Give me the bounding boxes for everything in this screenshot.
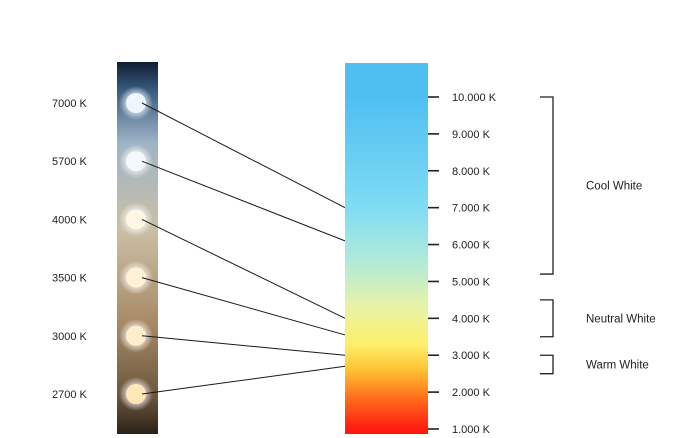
led-strip	[117, 62, 158, 434]
led-temperature-label: 4000 K	[52, 214, 88, 226]
range-bracket	[540, 96, 554, 275]
led-labels: 7000 K 5700 K 4000 K 3500 K 3000 K 2700 K	[52, 98, 88, 401]
scale-tick-label: 3.000 K	[452, 350, 491, 362]
led-temperature-label: 3000 K	[52, 331, 88, 343]
connector-line	[141, 160, 346, 242]
range-label: Cool White	[586, 181, 642, 193]
led-temperature-label: 2700 K	[52, 389, 88, 401]
range-brackets: Cool White Neutral White Warm White	[540, 96, 656, 375]
led-temperature-label: 7000 K	[52, 98, 88, 110]
scale-tick-label: 6.000 K	[452, 240, 491, 252]
range-bracket	[540, 299, 554, 338]
connector-line	[141, 277, 346, 336]
scale-tick-label: 10.000 K	[452, 92, 497, 104]
connector-line	[141, 218, 346, 319]
led-strip-background	[117, 62, 158, 434]
scale-tick-label: 1.000 K	[452, 424, 491, 436]
led-light	[126, 384, 146, 404]
connector-line	[141, 335, 346, 356]
range-label: Neutral White	[586, 313, 656, 325]
led-light	[126, 93, 146, 113]
scale-tick-label: 5.000 K	[452, 276, 491, 288]
scale-ticks: 10.000 K 9.000 K 8.000 K 7.000 K 6.000 K 5.00…	[428, 92, 497, 436]
scale-tick-label: 8.000 K	[452, 166, 491, 178]
scale-tick-label: 2.000 K	[452, 387, 491, 399]
scale-tick-label: 4.000 K	[452, 313, 491, 325]
color-temperature-scale	[345, 63, 428, 434]
led-temperature-label: 5700 K	[52, 156, 88, 168]
connector-line	[141, 102, 346, 209]
connector-lines	[141, 102, 346, 395]
led-light	[126, 267, 146, 288]
led-light	[126, 325, 146, 346]
scale-tick-label: 7.000 K	[452, 203, 491, 215]
connector-line	[141, 365, 346, 395]
scale-tick-label: 9.000 K	[452, 129, 491, 141]
led-light	[126, 209, 146, 230]
range-bracket	[540, 354, 554, 375]
temperature-gradient-bar	[345, 63, 428, 434]
led-light	[126, 151, 146, 172]
led-temperature-label: 3500 K	[52, 273, 88, 285]
range-label: Warm White	[586, 359, 649, 371]
